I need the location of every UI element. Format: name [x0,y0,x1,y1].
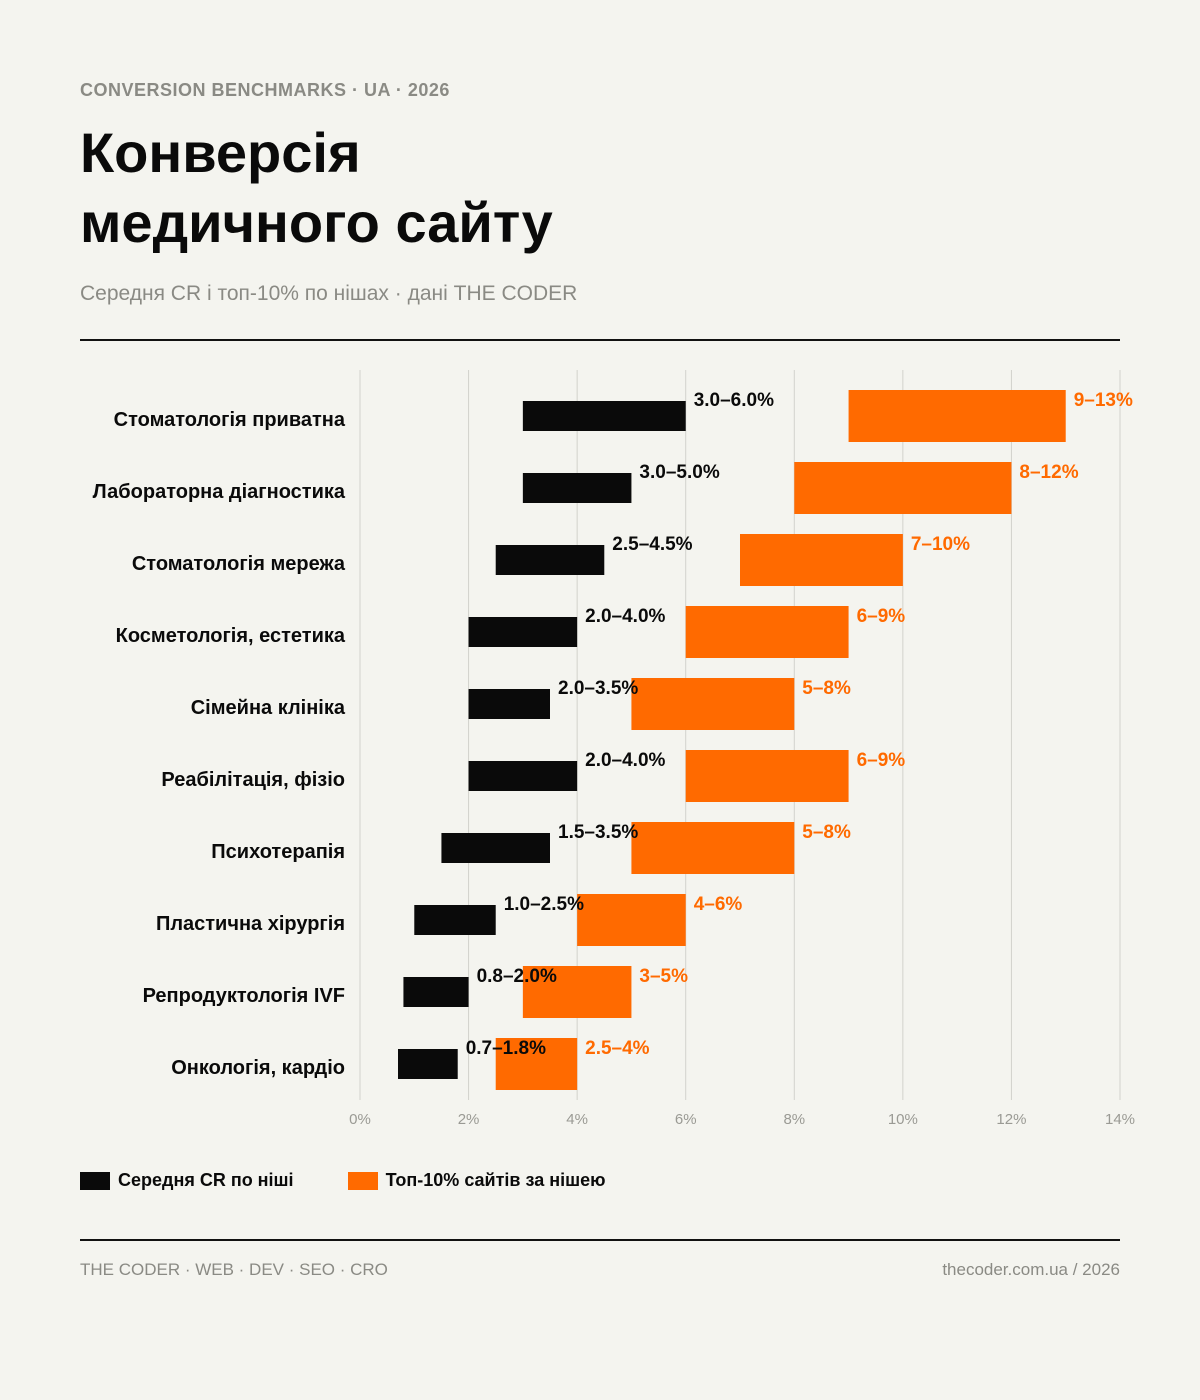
top10-value-label: 4–6% [694,894,743,915]
legend-swatch-top10 [347,1171,378,1190]
average-bar [468,689,550,719]
top10-bar [495,1038,578,1090]
top10-value-label: 5–8% [802,822,851,843]
average-value-label: 3.0–5.0% [639,462,719,483]
average-value-label: 0.7–1.8% [466,1038,546,1059]
average-bar [403,977,469,1007]
top-divider [80,339,1120,341]
top10-bar [631,678,795,730]
category-label: Стоматологія приватна [114,409,346,431]
category-label: Реабілітація, фізіо [161,769,345,791]
average-bar [522,473,632,503]
top10-value-label: 5–8% [802,678,851,699]
x-tick-label: 6% [675,1111,697,1128]
legend-item-top10: Топ-10% сайтів за нішею [347,1170,606,1191]
top10-value-label: 9–13% [1074,390,1133,411]
average-bar [495,545,605,575]
category-label: Сімейна клініка [191,697,346,719]
x-tick-label: 0% [349,1111,371,1128]
footer-site: thecoder.com.ua / 2026 [942,1260,1120,1279]
category-label: Онкологія, кардіо [171,1057,345,1079]
top10-bar [631,822,795,874]
average-value-label: 2.0–4.0% [585,606,665,627]
average-bar [414,905,496,935]
top10-value-label: 7–10% [911,534,970,555]
x-tick-label: 10% [888,1111,918,1128]
x-tick-label: 12% [996,1111,1026,1128]
legend-label-average: Середня CR по ніші [118,1170,294,1190]
average-bar [441,833,550,863]
eyebrow: CONVERSION BENCHMARKS · UA · 2026 [80,80,450,100]
category-label: Стоматологія мережа [132,553,346,575]
average-bar [468,617,578,647]
top10-value-label: 6–9% [857,606,906,627]
average-bar [468,761,578,791]
top10-value-label: 8–12% [1019,462,1078,483]
legend-item-average: Середня CR по ніші [80,1170,294,1191]
x-tick-label: 14% [1105,1111,1135,1128]
average-value-label: 2.5–4.5% [612,534,692,555]
category-label: Репродуктологія IVF [143,985,345,1007]
page-title: Конверсія медичного сайту [80,118,980,258]
category-label: Пластична хірургія [156,913,345,935]
average-value-label: 2.0–4.0% [585,750,665,771]
top10-bar [740,534,903,586]
subtitle: Середня CR і топ-10% по нішах · дані THE… [80,282,578,305]
top10-value-label: 2.5–4% [585,1038,650,1059]
legend-swatch-average [80,1171,110,1190]
x-tick-label: 8% [783,1111,805,1128]
top10-bar [685,750,849,802]
title-line-1: Конверсія [80,121,361,184]
category-label: Косметологія, естетика [116,625,346,647]
average-value-label: 3.0–6.0% [694,390,774,411]
top10-value-label: 6–9% [857,750,906,771]
average-value-label: 1.0–2.5% [504,894,584,915]
top10-bar [577,894,686,946]
average-bar [522,401,686,431]
top10-bar [848,390,1066,442]
top10-bar [685,606,849,658]
legend: Середня CR по ніші Топ-10% сайтів за ніш… [80,1170,605,1191]
legend-label-top10: Топ-10% сайтів за нішею [385,1170,606,1190]
average-value-label: 2.0–3.5% [558,678,638,699]
category-label: Психотерапія [211,841,345,863]
bottom-divider [80,1239,1120,1241]
top10-bar [522,966,632,1018]
average-bar [398,1049,458,1079]
average-value-label: 0.8–2.0% [477,966,557,987]
footer-brand: THE CODER · WEB · DEV · SEO · CRO [80,1260,388,1279]
title-line-2: медичного сайту [80,191,553,254]
category-label: Лабораторна діагностика [93,481,346,503]
top10-bar [794,462,1012,514]
x-tick-label: 2% [458,1111,480,1128]
top10-value-label: 3–5% [639,966,688,987]
x-tick-label: 4% [566,1111,588,1128]
average-value-label: 1.5–3.5% [558,822,638,843]
